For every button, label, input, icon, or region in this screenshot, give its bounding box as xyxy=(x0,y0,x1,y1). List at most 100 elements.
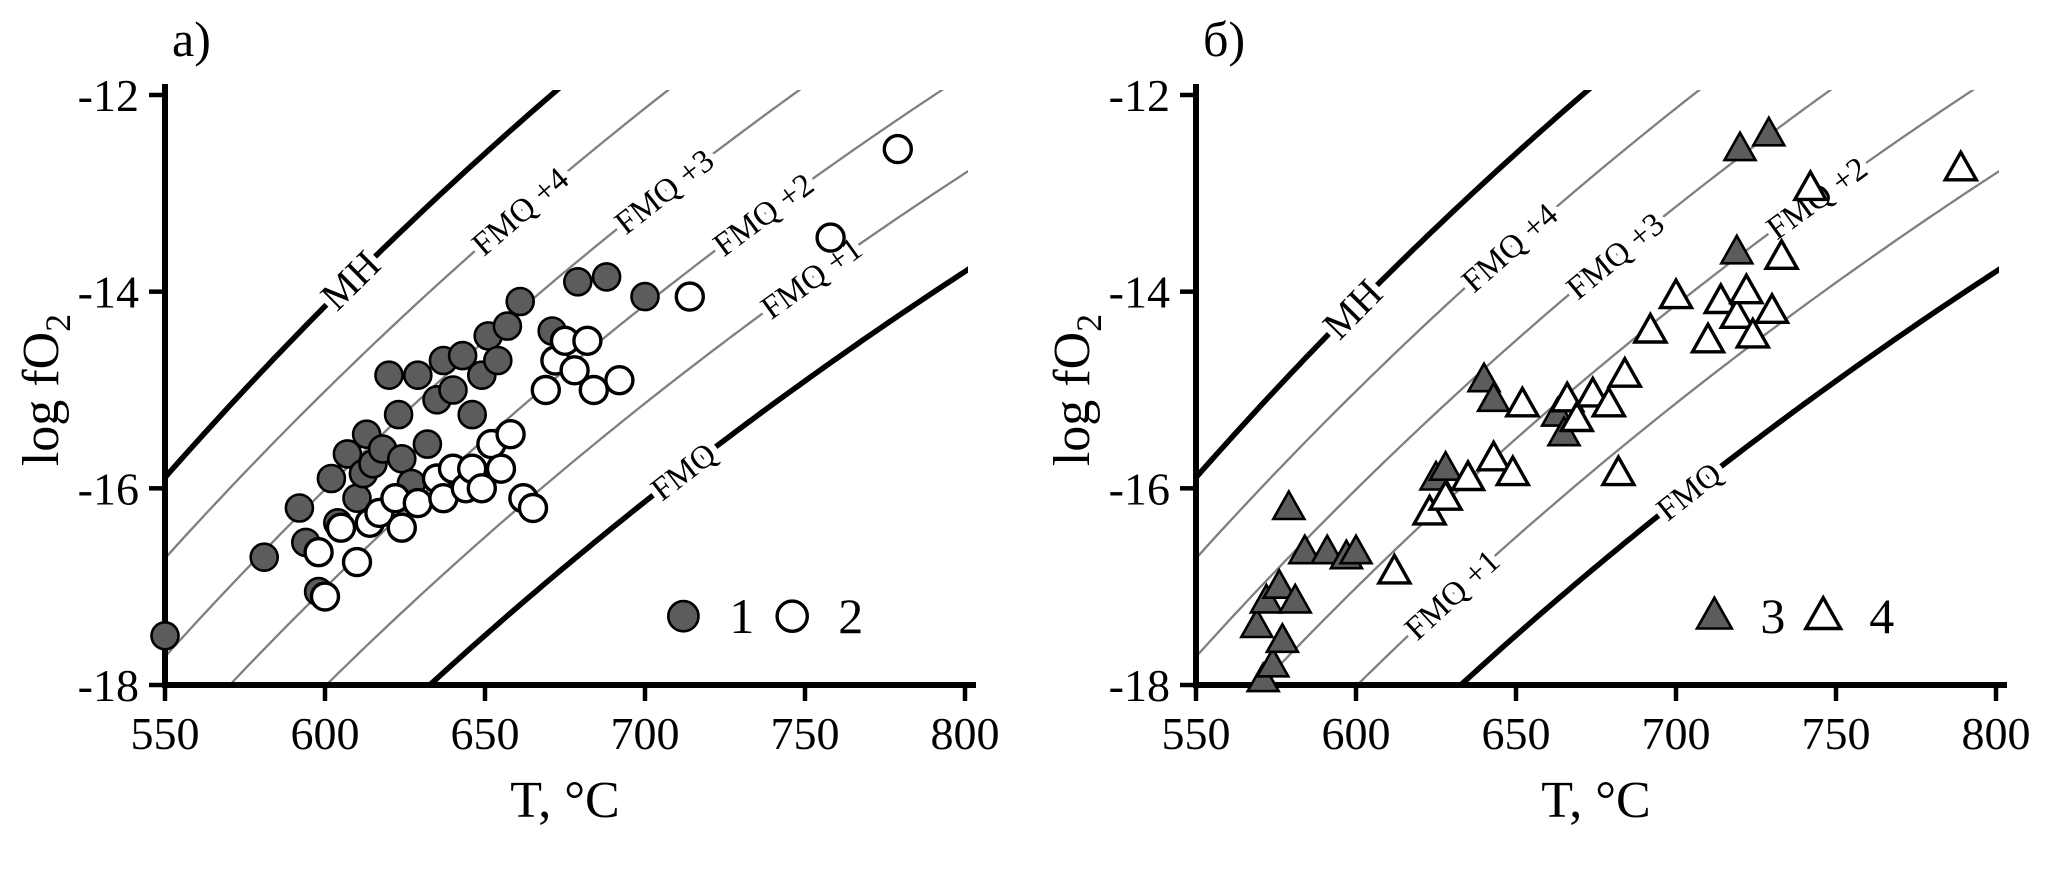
data-point-series-3 xyxy=(1239,606,1275,639)
data-point-series-3 xyxy=(1255,646,1291,678)
buffer-curves xyxy=(165,90,968,688)
data-point-series-2 xyxy=(559,355,590,386)
data-point-series-1 xyxy=(438,375,468,405)
x-tick-label: 650 xyxy=(1482,708,1551,759)
x-tick-label: 750 xyxy=(771,708,840,759)
curve-label-fmq+3: FMQ +3 xyxy=(609,143,722,242)
data-point-series-4 xyxy=(1494,453,1532,487)
data-point-series-4 xyxy=(1763,237,1801,270)
data-point-series-1 xyxy=(374,360,404,391)
data-point-series-2 xyxy=(325,512,357,543)
data-point-series-3 xyxy=(1261,567,1297,599)
data-point-series-1 xyxy=(316,463,347,494)
data-point-series-4 xyxy=(1727,271,1765,305)
x-tick-label: 600 xyxy=(1322,708,1391,759)
data-point-series-2 xyxy=(495,419,526,450)
data-point-series-3 xyxy=(1287,533,1323,565)
data-point-series-2 xyxy=(882,133,913,165)
panel-letter: а) xyxy=(172,11,211,67)
curve-label-fmq+4: FMQ +4 xyxy=(1455,197,1565,300)
buffer-curves xyxy=(1196,90,1999,688)
data-point-series-4 xyxy=(1753,291,1791,324)
buffer-curve-fmq xyxy=(422,266,968,688)
x-tick-label: 700 xyxy=(611,708,680,759)
data-point-series-1 xyxy=(457,399,488,430)
data-point-series-4 xyxy=(1475,438,1513,472)
data-point-series-1 xyxy=(332,439,363,469)
data-point-series-2 xyxy=(517,492,549,524)
data-point-series-2 xyxy=(578,374,609,406)
buffer-curve-fmq+4 xyxy=(165,90,671,561)
data-point-series-4 xyxy=(1606,355,1644,388)
x-tick-label: 700 xyxy=(1642,708,1711,759)
y-axis-title-main: log fO xyxy=(13,332,70,466)
y-tick-label: -14 xyxy=(1109,267,1170,318)
data-point-series-4 xyxy=(1449,458,1487,492)
buffer-curve-fmq+3 xyxy=(165,90,802,659)
data-point-series-3 xyxy=(1751,115,1787,147)
data-point-series-1 xyxy=(591,262,622,292)
y-axis-title: log fO2 xyxy=(13,314,78,466)
data-point-series-1 xyxy=(284,493,315,523)
curve-label-fmq+1: FMQ +1 xyxy=(1398,543,1507,647)
buffer-curve-fmq+2 xyxy=(225,90,944,688)
data-point-series-2 xyxy=(303,537,334,568)
y-tick-label: -16 xyxy=(78,463,139,514)
data-point-series-4 xyxy=(1503,384,1541,418)
legend-marker-4 xyxy=(1802,594,1844,631)
data-point-series-4 xyxy=(1657,276,1695,310)
x-tick-label: 750 xyxy=(1802,708,1871,759)
curve-label-fmq+4: FMQ +4 xyxy=(466,161,577,263)
curve-label-fmq+2: FMQ +2 xyxy=(707,167,821,264)
y-tick-label: -12 xyxy=(78,70,139,121)
y-axis-title-main: log fO xyxy=(1044,332,1101,466)
buffer-curve-mh xyxy=(1196,90,1593,482)
data-point-series-4 xyxy=(1590,384,1628,418)
data-point-series-3 xyxy=(1277,582,1313,614)
data-point-series-2 xyxy=(572,325,603,356)
data-point-series-1 xyxy=(150,620,180,651)
data-point-series-3 xyxy=(1309,533,1345,565)
y-tick-label: -18 xyxy=(1109,660,1170,711)
y-axis-title: log fO2 xyxy=(1044,314,1109,466)
legend-label-3: 3 xyxy=(1760,588,1785,644)
data-point-series-2 xyxy=(309,581,341,612)
y-axis-title-sub: 2 xyxy=(1069,314,1109,332)
data-point-series-4 xyxy=(1558,399,1596,433)
data-point-series-1 xyxy=(386,443,417,474)
legend-label-4: 4 xyxy=(1869,588,1894,644)
buffer-curve-fmq xyxy=(1453,266,1999,688)
buffer-curve-fmq+1 xyxy=(1352,169,1999,688)
y-tick-label: -16 xyxy=(1109,463,1170,514)
data-point-series-4 xyxy=(1599,453,1637,487)
data-point-series-1 xyxy=(383,399,414,430)
data-point-series-1 xyxy=(505,286,536,317)
data-point-series-2 xyxy=(466,473,497,504)
y-tick-label: -12 xyxy=(1109,70,1170,121)
data-point-series-4 xyxy=(1718,296,1756,329)
x-tick-label: 550 xyxy=(131,708,200,759)
data-point-series-1 xyxy=(412,429,443,459)
x-tick-label: 600 xyxy=(291,708,360,759)
legend-marker-1 xyxy=(667,599,700,633)
x-tick-label: 650 xyxy=(451,708,520,759)
data-point-series-4 xyxy=(1689,320,1727,354)
data-point-series-2 xyxy=(341,546,373,578)
y-tick-label: -18 xyxy=(78,660,139,711)
data-point-series-3 xyxy=(1722,129,1758,162)
data-point-series-2 xyxy=(530,374,561,406)
buffer-curve-fmq+2 xyxy=(1256,90,1975,688)
data-point-series-1 xyxy=(492,311,523,341)
x-tick-label: 550 xyxy=(1162,708,1231,759)
data-point-series-2 xyxy=(402,487,433,519)
data-point-series-1 xyxy=(482,345,513,376)
data-point-series-2 xyxy=(815,222,846,253)
x-axis-title: T, °C xyxy=(510,772,619,829)
curve-label-fmq+3: FMQ +3 xyxy=(1560,206,1672,307)
data-point-series-4 xyxy=(1942,148,1980,182)
legend-label-2: 2 xyxy=(838,588,863,644)
legend-marker-3 xyxy=(1694,595,1735,630)
buffer-curve-fmq+1 xyxy=(321,169,968,688)
data-point-series-1 xyxy=(447,340,478,371)
